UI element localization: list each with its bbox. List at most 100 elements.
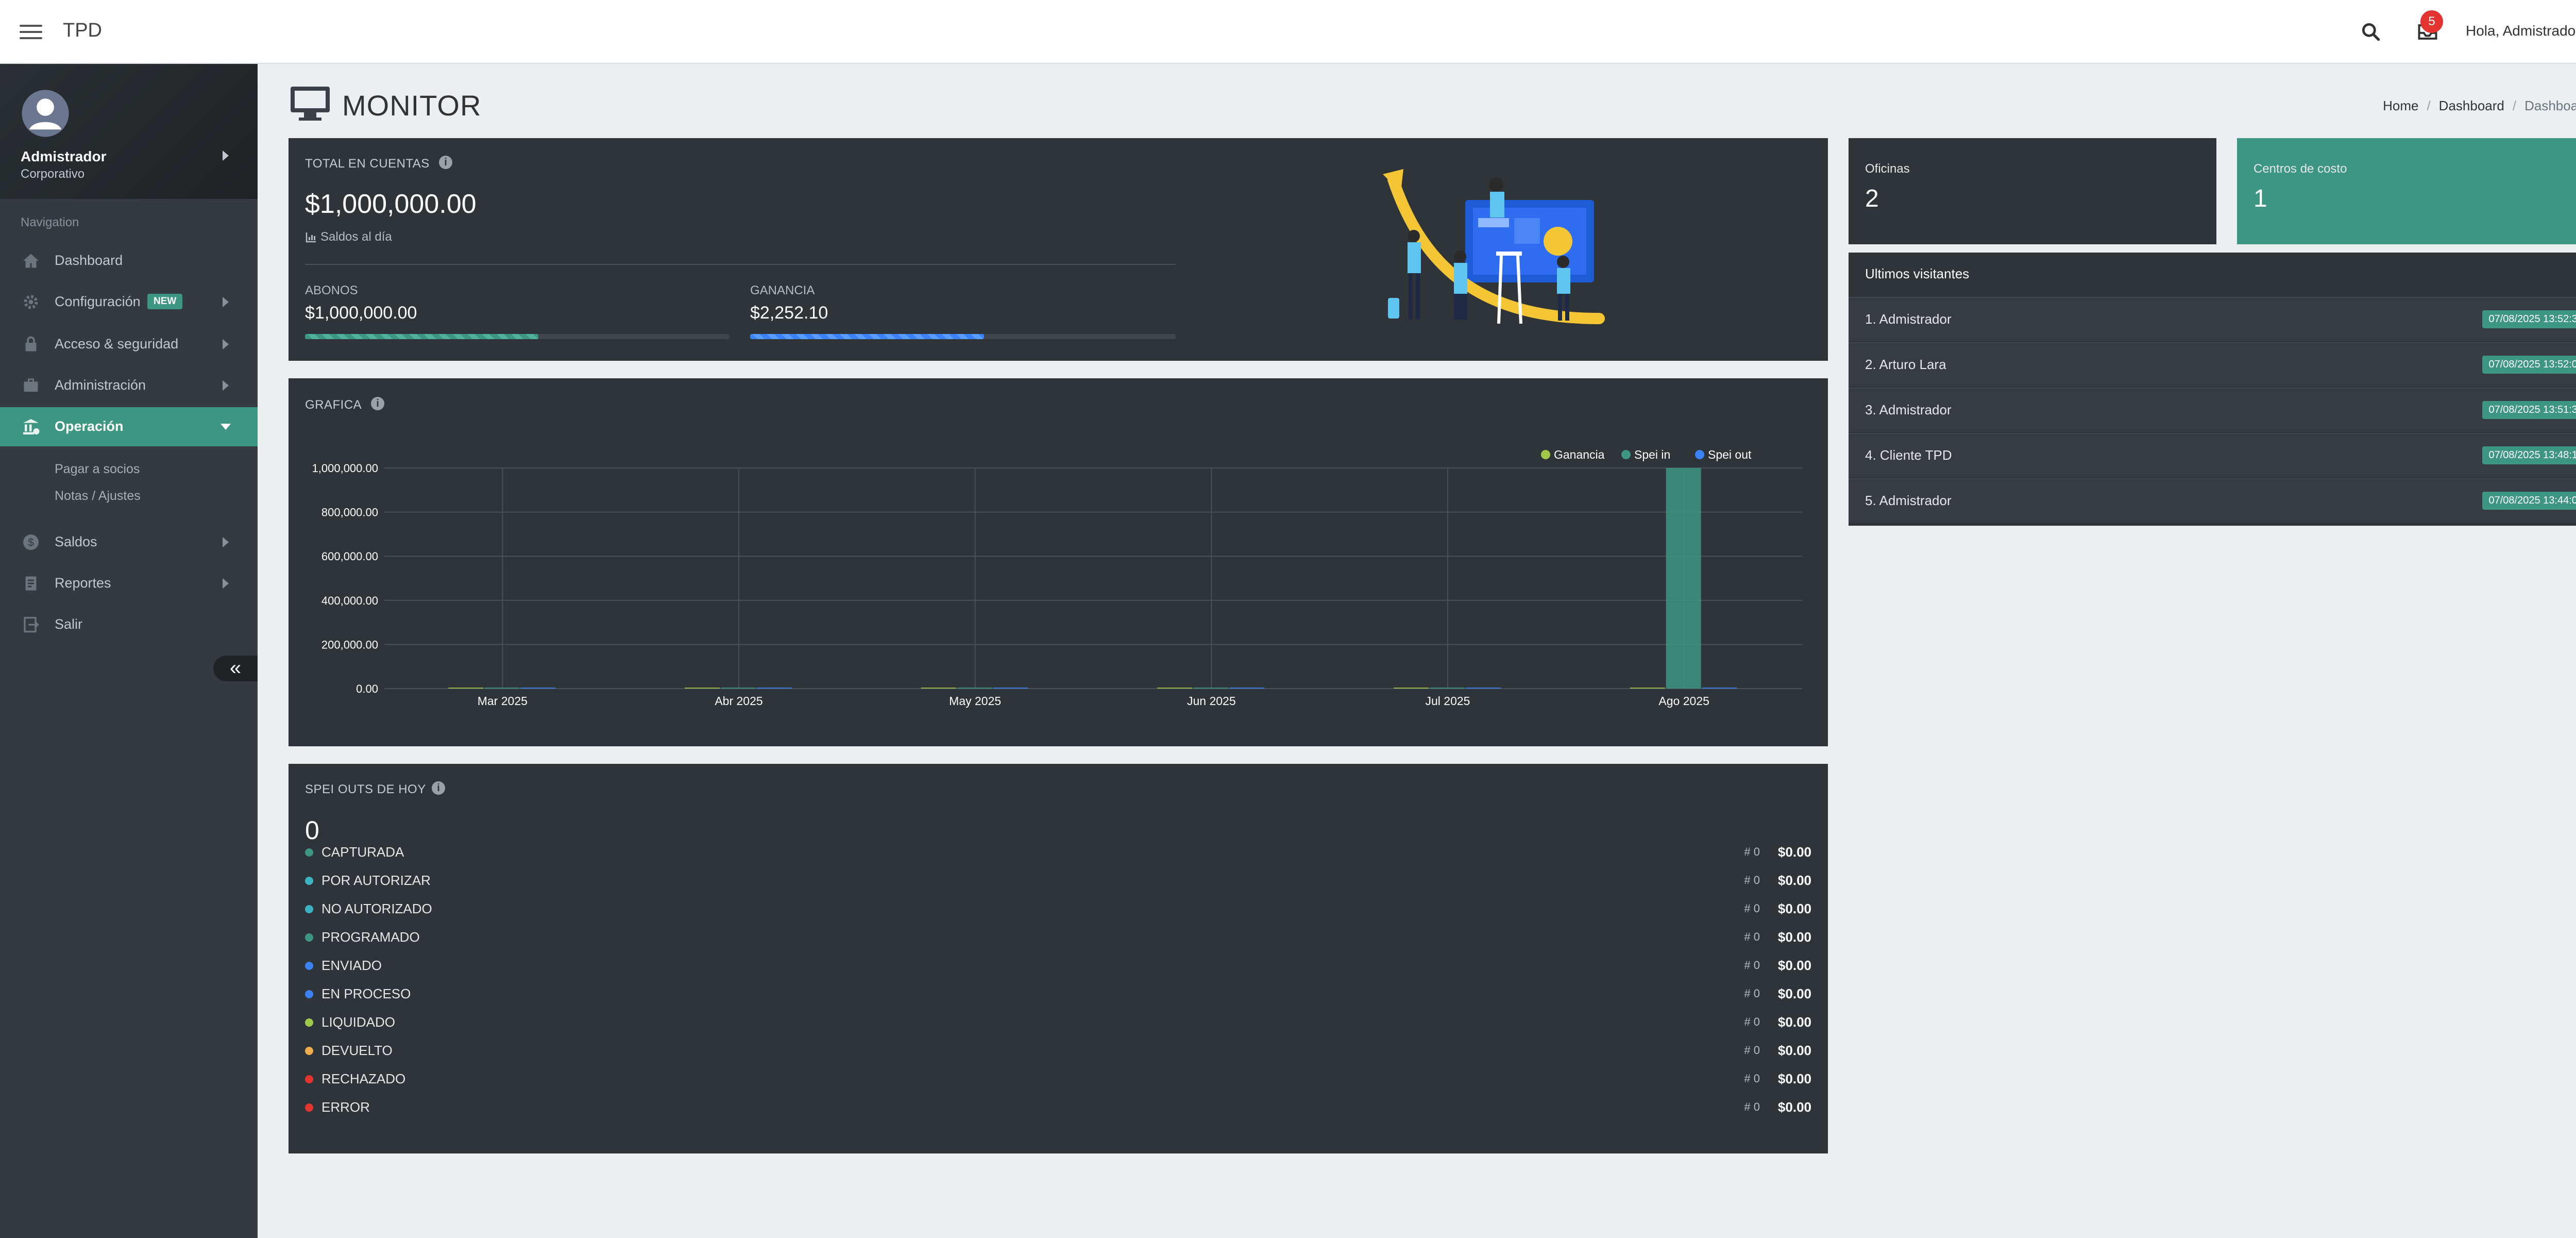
ganancia-progress-fill <box>750 334 985 339</box>
breadcrumb-dashboard[interactable]: Dashboard <box>2438 98 2504 113</box>
spei-status-count: # 0 <box>1744 874 1760 886</box>
spei-status-count: # 0 <box>1744 959 1760 972</box>
spei-status-label: EN PROCESO <box>321 986 411 1001</box>
visitor-name: 2. Arturo Lara <box>1865 357 1946 372</box>
list-item[interactable]: 5. Admistrador 07/08/2025 13:44:09 <box>1849 478 2576 523</box>
chevron-right-icon <box>223 380 229 391</box>
totals-title: TOTAL EN CUENTAS <box>305 157 430 171</box>
spei-count-value: 0 <box>1753 987 1760 1000</box>
spei-count-value: 0 <box>1753 845 1760 858</box>
gear-icon <box>24 295 38 309</box>
nav-header: Navigation <box>21 215 79 229</box>
caret-right-icon[interactable] <box>223 150 229 161</box>
growth-illustration <box>1383 169 1605 324</box>
breadcrumb-current: Dashboard v2 <box>2524 98 2576 113</box>
spei-status-count: # 0 <box>1744 1044 1760 1057</box>
info-icon[interactable]: i <box>439 156 452 169</box>
user-greeting[interactable]: Hola, Admistrador <box>2466 23 2576 39</box>
sidebar-item-saldos[interactable]: $ Saldos <box>0 523 258 562</box>
list-item[interactable]: 2. Arturo Lara 07/08/2025 13:52:06 <box>1849 342 2576 387</box>
user-panel[interactable]: Admistrador Corporativo <box>0 64 258 199</box>
list-item: PROGRAMADO # 0 $0.00 <box>305 927 1811 948</box>
spei-count-value: 0 <box>1753 902 1760 915</box>
status-dot <box>305 962 313 970</box>
abonos-progress <box>305 334 730 339</box>
info-icon[interactable]: i <box>371 397 384 410</box>
spei-count-value: 0 <box>1753 959 1760 972</box>
search-icon[interactable] <box>2360 21 2382 43</box>
spei-status-count: # 0 <box>1744 987 1760 1000</box>
list-item[interactable]: 4. Cliente TPD 07/08/2025 13:48:15 <box>1849 433 2576 477</box>
chart-bar <box>484 688 520 689</box>
spei-count-value: 0 <box>1753 874 1760 886</box>
sidebar-item-operacion[interactable]: Operación <box>0 407 258 446</box>
visitor-name: 3. Admistrador <box>1865 402 1952 417</box>
logout-icon <box>24 616 39 633</box>
totals-subtitle: Saldos al día <box>320 230 392 244</box>
y-tick-label: 200,000.00 <box>321 638 378 651</box>
visitor-name: 4. Cliente TPD <box>1865 447 1952 463</box>
monitor-icon <box>291 87 330 121</box>
spei-status-count: # 0 <box>1744 1015 1760 1028</box>
list-item[interactable]: 1. Admistrador 07/08/2025 13:52:36 <box>1849 297 2576 341</box>
new-badge: NEW <box>147 294 183 309</box>
sidebar-item-label: Saldos <box>55 534 97 549</box>
status-dot <box>305 905 313 913</box>
abonos-value: $1,000,000.00 <box>305 303 417 323</box>
oficinas-value: 2 <box>1865 185 1879 212</box>
list-item: POR AUTORIZAR # 0 $0.00 <box>305 871 1811 891</box>
status-dot <box>305 990 313 998</box>
report-icon <box>25 576 37 591</box>
chart-bar <box>1630 688 1665 689</box>
chart-card-title: GRAFICA <box>305 398 362 412</box>
brand-name[interactable]: TPD <box>63 20 102 41</box>
sidebar-item-dashboard[interactable]: Dashboard <box>0 241 258 280</box>
chart-bar <box>520 688 556 689</box>
chart-bar <box>993 688 1028 689</box>
sidebar-item-label: Salir <box>55 616 83 632</box>
home-icon <box>23 254 39 268</box>
lock-icon <box>25 336 37 352</box>
sidebar-item-reportes[interactable]: Reportes <box>0 564 258 603</box>
chevron-down-icon <box>221 424 231 430</box>
spei-count-value: 0 <box>1753 1072 1760 1085</box>
spei-status-label: ERROR <box>321 1099 370 1115</box>
spei-total: 0 <box>305 816 319 845</box>
sidebar-item-label: Operación <box>55 419 124 434</box>
sidebar-collapse-button[interactable]: « <box>213 656 258 681</box>
spei-status-amount: $0.00 <box>1777 929 1811 945</box>
list-item: NO AUTORIZADO # 0 $0.00 <box>305 899 1811 919</box>
info-icon[interactable]: i <box>432 781 445 795</box>
centros-value: 1 <box>2253 185 2267 212</box>
sidebar-item-label: Acceso & seguridad <box>55 336 179 352</box>
spei-status-amount: $0.00 <box>1777 986 1811 1001</box>
spei-status-amount: $0.00 <box>1777 901 1811 916</box>
sidebar-user-role: Corporativo <box>21 167 85 181</box>
spei-status-amount: $0.00 <box>1777 1014 1811 1030</box>
breadcrumb: Home/Dashboard/Dashboard v2 <box>2383 98 2576 114</box>
visitor-time-badge: 07/08/2025 13:52:06 <box>2482 356 2576 374</box>
chevron-right-icon <box>223 537 229 547</box>
chart-bar <box>1430 688 1465 689</box>
sidebar-item-administracion[interactable]: Administración <box>0 366 258 405</box>
sidebar-item-acceso-seguridad[interactable]: Acceso & seguridad <box>0 325 258 364</box>
chart-bar <box>1702 688 1737 689</box>
sidebar-item-configuracion[interactable]: Configuración NEW <box>0 282 258 322</box>
menu-toggle-icon[interactable] <box>20 25 42 39</box>
legend-marker <box>1695 450 1704 459</box>
spei-status-label: LIQUIDADO <box>321 1014 396 1030</box>
list-item: RECHAZADO # 0 $0.00 <box>305 1069 1811 1090</box>
sidebar-subitem-notas-ajustes[interactable]: Notas / Ajustes <box>55 489 141 503</box>
centros-label: Centros de costo <box>2253 162 2347 176</box>
oficinas-card[interactable]: Oficinas 2 <box>1849 138 2216 244</box>
y-tick-label: 800,000.00 <box>321 506 378 519</box>
chart-bar <box>957 688 992 689</box>
centros-costo-card[interactable]: Centros de costo 1 <box>2237 138 2576 244</box>
list-item[interactable]: 3. Admistrador 07/08/2025 13:51:30 <box>1849 388 2576 432</box>
sidebar-item-salir[interactable]: Salir <box>0 605 258 644</box>
chevron-right-icon <box>223 339 229 349</box>
ganancia-progress <box>750 334 1176 339</box>
breadcrumb-home[interactable]: Home <box>2383 98 2419 113</box>
chart-bar <box>1229 688 1265 689</box>
sidebar-subitem-pagar-socios[interactable]: Pagar a socios <box>55 462 140 476</box>
